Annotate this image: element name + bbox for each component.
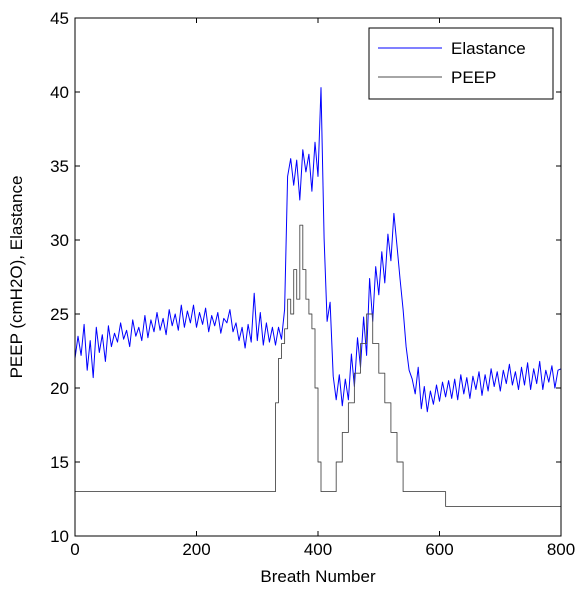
x-tick-label: 200 <box>182 540 210 559</box>
x-axis-label: Breath Number <box>260 567 376 586</box>
legend-box <box>368 27 554 100</box>
x-tick-label: 0 <box>70 540 79 559</box>
y-tick-label: 45 <box>50 9 69 28</box>
x-tick-label: 800 <box>547 540 575 559</box>
x-tick-label: 400 <box>304 540 332 559</box>
y-tick-label: 25 <box>50 305 69 324</box>
legend-label-peep: PEEP <box>451 68 496 87</box>
y-axis-label: PEEP (cmH2O), Elastance <box>7 176 26 379</box>
peep-series-line <box>75 224 561 507</box>
y-tick-label: 40 <box>50 83 69 102</box>
y-tick-label: 35 <box>50 157 69 176</box>
axis-layer: 0 200 400 600 800 10 15 20 25 30 35 40 45 <box>50 9 575 559</box>
y-tick-label: 15 <box>50 453 69 472</box>
y-tick-label: 20 <box>50 379 69 398</box>
elastance-series-line <box>74 87 562 413</box>
y-tick-label: 30 <box>50 231 69 250</box>
legend: Elastance PEEP <box>368 27 554 100</box>
series-layer <box>74 87 562 507</box>
x-tick-label: 600 <box>425 540 453 559</box>
legend-label-elastance: Elastance <box>451 39 526 58</box>
y-tick-label: 10 <box>50 527 69 546</box>
